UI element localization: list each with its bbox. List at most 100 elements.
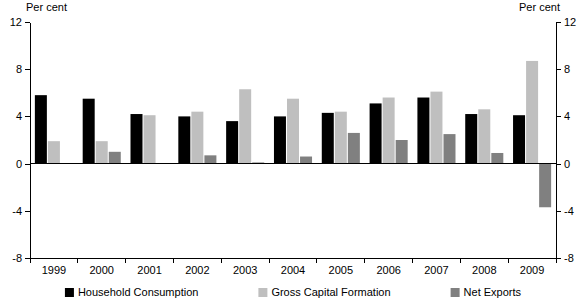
axis-title: Per cent [26,1,67,13]
bar [478,109,490,163]
tick: 2006 [376,258,400,276]
tick: 2009 [520,258,544,276]
bar [204,155,216,163]
bar [322,113,334,164]
bar [465,114,477,164]
bar [48,141,60,163]
tick-mark [25,164,30,165]
category-divider [556,258,557,263]
bar [35,95,47,163]
tick: 4 [556,110,570,122]
tick-label: 2009 [520,264,544,276]
tick: -4 [12,205,30,217]
tick-label: 4 [564,110,570,122]
category-divider [125,258,126,263]
tick: 0 [16,158,30,170]
bar [348,133,360,164]
bar [300,157,312,164]
bar [513,115,525,163]
tick-label: 12 [564,16,576,28]
tick-label: -8 [12,252,22,264]
tick-label: -8 [564,252,574,264]
tick-label: 1999 [42,264,66,276]
bar [539,164,551,208]
tick: 2008 [472,258,496,276]
tick-label: 8 [16,63,22,75]
legend-swatch [451,288,460,297]
category-divider [30,258,31,263]
plot-area: -8-404812-8-4048121999200020012002200320… [10,16,577,276]
bar [96,141,108,163]
bar [226,121,238,163]
tick-label: 2003 [233,264,257,276]
axis-line [556,23,557,259]
tick-label: 2004 [281,264,305,276]
bars [35,61,551,207]
bar [274,116,286,163]
bar [396,140,408,164]
tick: 0 [556,158,570,170]
tick-label: -4 [12,205,22,217]
x-axis: 1999200020012002200320042005200620072008… [31,258,557,276]
bar [443,134,455,164]
tick-label: 8 [564,63,570,75]
tick: 2001 [137,258,161,276]
tick-mark [556,211,561,212]
bar [370,103,382,163]
category-divider [173,258,174,263]
category-divider [77,258,78,263]
tick: -4 [556,205,574,217]
tick-label: -4 [564,205,574,217]
y-axis: -8 -4 0 4 8 12 [10,16,31,264]
bar [144,115,156,163]
tick-mark [556,22,561,23]
tick-mark [25,22,30,23]
tick: 2003 [233,258,257,276]
bar [239,89,251,163]
axis-line [31,258,557,259]
bar [109,152,121,164]
bar [430,92,442,164]
tick: 8 [556,63,570,75]
tick-label: 12 [10,16,22,28]
tick: 8 [16,63,30,75]
category-divider [460,258,461,263]
bar [83,99,95,164]
tick: 2004 [281,258,305,276]
bar [383,98,395,164]
tick: 2007 [424,258,448,276]
legend: Household ConsumptionGross Capital Forma… [65,286,522,298]
tick-label: 2001 [137,264,161,276]
tick-mark [556,164,561,165]
tick-mark [25,69,30,70]
bar [287,99,299,164]
legend-swatch [258,288,267,297]
bar [131,114,143,164]
zero-line [30,163,556,164]
tick-mark [556,116,561,117]
legend-label: Net Exports [464,286,522,298]
tick: 1999 [42,258,66,276]
tick: 2000 [89,258,113,276]
tick-label: 2000 [89,264,113,276]
bar [178,116,190,163]
category-divider [364,258,365,263]
bar [191,112,203,164]
bar [335,112,347,164]
tick: 4 [16,110,30,122]
tick-mark [25,116,30,117]
category-divider [316,258,317,263]
tick-mark [25,211,30,212]
tick-label: 2008 [472,264,496,276]
tick: 12 [556,16,576,28]
category-divider [412,258,413,263]
tick-label: 2005 [329,264,353,276]
legend-swatch [65,288,74,297]
tick-mark [556,258,561,259]
tick-label: 4 [16,110,22,122]
legend-label: Gross Capital Formation [271,286,390,298]
axis-line [30,23,31,259]
tick: 12 [10,16,30,28]
bar [417,98,429,164]
legend-item: Net Exports [451,286,522,298]
